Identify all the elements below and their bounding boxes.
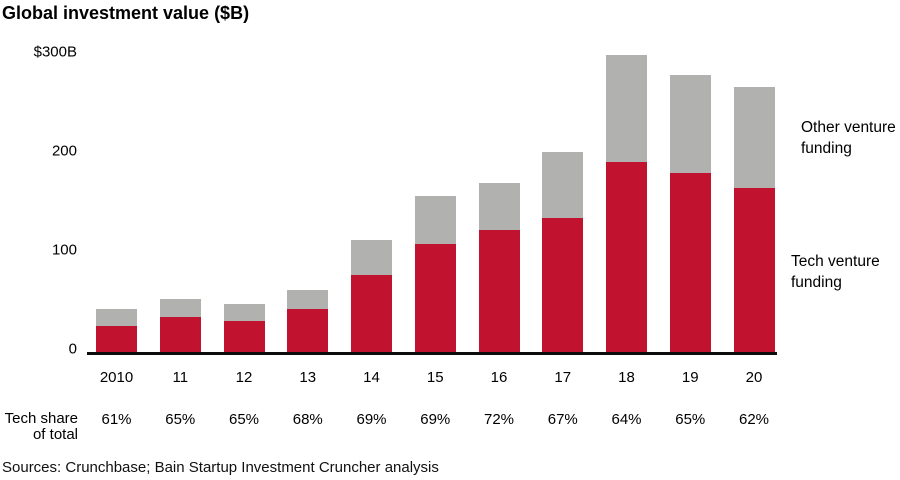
bar-other-17 — [542, 152, 584, 219]
bar-tech-16 — [478, 230, 520, 352]
bar-other-13 — [287, 289, 329, 310]
bar-other-16 — [478, 182, 520, 231]
bar-other-18 — [606, 55, 647, 162]
bar-tech-20 — [733, 187, 775, 352]
tech-share-12: 65% — [228, 411, 260, 428]
tech-share-2010: 61% — [101, 411, 132, 428]
tech-share-17: 67% — [547, 411, 578, 428]
x-label-12: 12 — [235, 369, 253, 386]
x-label-16: 16 — [490, 369, 508, 386]
y-tick-100: 100 — [51, 241, 77, 259]
x-label-19: 19 — [681, 369, 699, 386]
tech-share-20: 62% — [738, 411, 770, 428]
x-label-11: 11 — [172, 369, 189, 386]
x-label-14: 14 — [363, 369, 380, 386]
tech-share-13: 68% — [292, 411, 323, 428]
x-label-20: 20 — [745, 369, 763, 386]
chart-title: Global investment value ($B) — [2, 3, 250, 23]
bar-tech-17 — [542, 218, 584, 352]
sources-note: Sources: Crunchbase; Bain Startup Invest… — [2, 459, 439, 476]
x-axis-line — [87, 352, 777, 355]
bar-tech-13 — [287, 309, 329, 352]
tech-share-16: 72% — [483, 411, 515, 428]
y-tick-200: 200 — [51, 142, 77, 160]
legend-tech-venture-funding: Tech venture funding — [791, 253, 880, 291]
tech-share-row-label-line1: Tech share — [4, 410, 78, 427]
bar-other-19 — [669, 74, 711, 173]
x-label-13: 13 — [299, 369, 317, 386]
bar-tech-11 — [159, 317, 201, 352]
tech-share-19: 65% — [675, 411, 706, 428]
bar-tech-19 — [669, 172, 711, 352]
bar-other-12 — [223, 304, 265, 322]
y-tick-300: $300B — [33, 43, 77, 61]
legend-other-venture-funding: Other venture funding — [801, 119, 896, 157]
tech-share-15: 69% — [420, 411, 451, 428]
bar-tech-15 — [414, 244, 456, 352]
bar-other-14 — [351, 240, 392, 275]
bar-tech-14 — [351, 274, 392, 352]
x-label-18: 18 — [618, 369, 635, 386]
bar-tech-12 — [223, 321, 265, 352]
tech-share-18: 64% — [611, 411, 642, 428]
x-label-17: 17 — [554, 369, 572, 386]
x-label-2010: 2010 — [99, 369, 134, 386]
bar-other-2010 — [96, 309, 137, 327]
tech-share-row-label-line2: of total — [32, 426, 78, 443]
tech-share-14: 69% — [356, 411, 387, 428]
bar-other-15 — [414, 195, 456, 245]
tech-share-row-label: Tech share of total — [0, 411, 78, 443]
y-tick-0: 0 — [68, 340, 77, 358]
bar-tech-2010 — [96, 326, 137, 352]
bar-tech-18 — [606, 161, 647, 352]
x-label-15: 15 — [426, 369, 444, 386]
bar-other-20 — [733, 86, 775, 188]
bar-other-11 — [159, 298, 201, 318]
tech-share-11: 65% — [165, 411, 196, 428]
